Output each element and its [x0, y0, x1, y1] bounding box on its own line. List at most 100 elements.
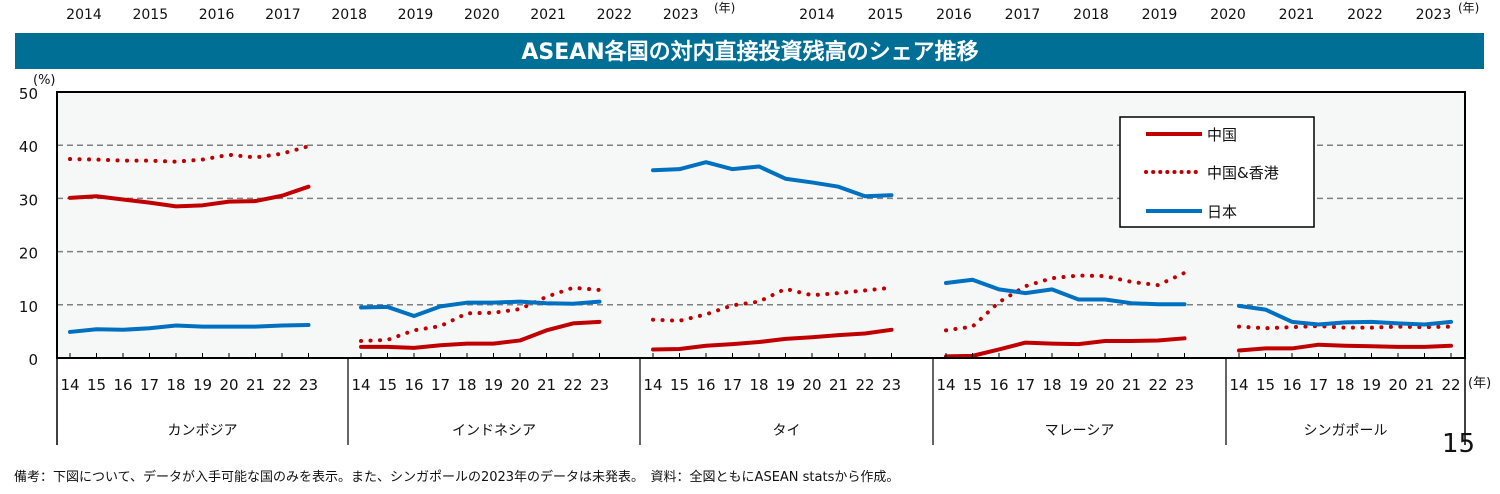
- top-year-label: 2023: [663, 7, 699, 23]
- x-tick-label: 22: [855, 376, 874, 394]
- plot-frame: [56, 91, 1466, 359]
- x-tick-label: 23: [590, 376, 609, 394]
- x-tick-label: 17: [140, 376, 159, 394]
- x-tick-label: 15: [963, 376, 982, 394]
- top-year-label: 2020: [464, 7, 500, 23]
- x-tick-label: 19: [193, 376, 212, 394]
- series-line-japan: [1237, 303, 1453, 327]
- x-tick-label: 20: [219, 376, 238, 394]
- legend-label-japan: 日本: [1207, 203, 1237, 221]
- y-unit-label: (%): [33, 73, 56, 88]
- series-line-japan: [359, 299, 602, 318]
- x-tick-label: 23: [1175, 376, 1194, 394]
- top-year-label: 2018: [331, 7, 367, 23]
- x-tick-label: 17: [723, 376, 742, 394]
- top-year-label: 2014: [66, 7, 102, 23]
- x-tick-label: 16: [113, 376, 132, 394]
- top-year-label: 2017: [265, 7, 301, 23]
- country-label: タイ: [773, 423, 801, 439]
- x-tick-label: 14: [1229, 376, 1248, 394]
- top-year-label: 2020: [1210, 7, 1246, 23]
- top-year-label: 2019: [1142, 7, 1178, 23]
- x-tick-label: 14: [643, 376, 662, 394]
- x-tick-label: 22: [563, 376, 582, 394]
- series-line-china: [944, 336, 1187, 359]
- x-tick-label: 18: [1042, 376, 1061, 394]
- x-tick-label: 21: [246, 376, 265, 394]
- axes: 0 10 20 30 40 50 14 15 16 17 18 19 20 21 22 23 カンボジア 14 15…: [19, 85, 1466, 445]
- x-tick-label: 19: [776, 376, 795, 394]
- top-year-label: 2019: [398, 7, 434, 23]
- x-tick-label: 19: [484, 376, 503, 394]
- series-line-china-hk: [1237, 324, 1453, 331]
- top-year-label: 2015: [868, 7, 904, 23]
- x-tick-label: 18: [457, 376, 476, 394]
- x-tick-label: 20: [1388, 376, 1407, 394]
- x-tick-label: 19: [1362, 376, 1381, 394]
- y-tick-label: 10: [19, 298, 38, 316]
- country-label: カンボジア: [168, 423, 238, 439]
- x-tick-label: 22: [1441, 376, 1460, 394]
- x-tick-label: 17: [1016, 376, 1035, 394]
- y-tick-label: 20: [19, 245, 38, 263]
- series-lines: [68, 144, 1453, 359]
- x-tick-label: 15: [1256, 376, 1275, 394]
- x-tick-label: 16: [404, 376, 423, 394]
- x-tick-label: 16: [1282, 376, 1301, 394]
- top-year-label: 2014: [799, 7, 835, 23]
- x-tick-label: 21: [1415, 376, 1434, 394]
- top-year-label: 2018: [1073, 7, 1109, 23]
- top-year-label: 2023: [1416, 7, 1452, 23]
- x-tick-label: 20: [802, 376, 821, 394]
- legend-label-china: 中国: [1207, 126, 1237, 144]
- top-year-label: 2021: [530, 7, 566, 23]
- x-tick-label: 17: [431, 376, 450, 394]
- x-tick-label: 14: [351, 376, 370, 394]
- x-tick-label: 15: [87, 376, 106, 394]
- x-tick-label: 21: [829, 376, 848, 394]
- x-tick-label: 15: [378, 376, 397, 394]
- x-tick-label: 14: [936, 376, 955, 394]
- x-tick-label: 18: [1335, 376, 1354, 394]
- title-bar: [15, 33, 1484, 69]
- x-tick-label: 21: [1122, 376, 1141, 394]
- top-year-label: 2021: [1279, 7, 1315, 23]
- series-line-japan: [651, 160, 894, 199]
- x-tick-label: 18: [749, 376, 768, 394]
- series-line-china-hk: [68, 144, 311, 164]
- series-line-china: [359, 319, 602, 350]
- x-tick-label: 20: [510, 376, 529, 394]
- x-tick-label: 17: [1309, 376, 1328, 394]
- top-year-label: 2016: [936, 7, 972, 23]
- top-year-unit: (年): [714, 1, 735, 15]
- top-year-label: 2022: [597, 7, 633, 23]
- x-tick-label: 16: [989, 376, 1008, 394]
- top-year-label: 2015: [132, 7, 168, 23]
- legend: 中国 中国&香港 日本: [1119, 116, 1315, 228]
- series-line-china-hk: [651, 285, 894, 323]
- x-tick-label: 19: [1069, 376, 1088, 394]
- x-unit-label: (年): [1468, 376, 1491, 391]
- top-year-label: 2016: [199, 7, 235, 23]
- x-tick-label: 21: [537, 376, 556, 394]
- x-tick-label: 23: [882, 376, 901, 394]
- x-tick-label: 22: [1148, 376, 1167, 394]
- top-year-label: 2017: [1005, 7, 1041, 23]
- country-label: インドネシア: [452, 423, 536, 439]
- series-line-china-hk: [359, 285, 602, 343]
- x-tick-label: 18: [166, 376, 185, 394]
- series-line-japan: [68, 323, 311, 334]
- legend-label-china-hk: 中国&香港: [1207, 164, 1279, 182]
- country-label: マレーシア: [1045, 423, 1115, 439]
- top-year-unit: (年): [1458, 1, 1479, 15]
- y-tick-label: 40: [19, 138, 38, 156]
- y-tick-label: 0: [28, 351, 38, 369]
- country-label: シンガポール: [1304, 423, 1388, 439]
- x-tick-label: 14: [60, 376, 79, 394]
- footnote: 備考：下図について、データが入手可能な国のみを表示。また、シンガポールの2023…: [14, 469, 899, 485]
- series-line-japan: [944, 277, 1187, 307]
- x-tick-label: 16: [696, 376, 715, 394]
- x-tick-label: 23: [299, 376, 318, 394]
- series-line-china: [651, 327, 894, 352]
